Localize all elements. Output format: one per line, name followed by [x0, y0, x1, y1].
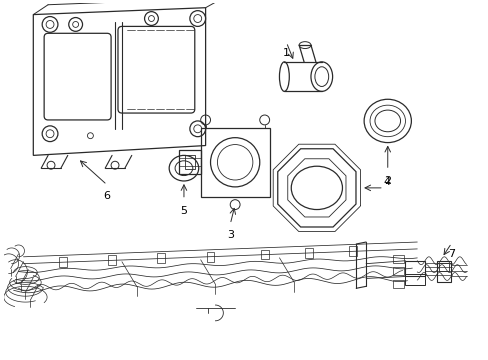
Bar	[260, 249, 268, 260]
Bar	[200, 128, 269, 197]
Bar	[179, 150, 200, 174]
Bar	[392, 267, 404, 275]
Bar	[59, 257, 67, 267]
Text: 5: 5	[180, 206, 187, 216]
Bar	[206, 252, 214, 261]
Bar	[157, 253, 165, 263]
Text: 2: 2	[384, 176, 390, 186]
Text: 6: 6	[103, 191, 110, 201]
Bar	[436, 261, 450, 282]
Bar	[108, 255, 116, 265]
Text: 3: 3	[226, 230, 233, 240]
Bar	[348, 246, 357, 256]
Bar	[392, 255, 404, 263]
Bar	[438, 263, 448, 271]
Text: 7: 7	[447, 249, 454, 259]
Bar	[392, 280, 404, 288]
Bar	[405, 274, 424, 285]
Text: 4: 4	[383, 177, 390, 187]
Text: 1: 1	[282, 48, 289, 58]
Bar	[305, 248, 312, 258]
Bar	[184, 156, 194, 169]
Bar	[405, 261, 424, 276]
